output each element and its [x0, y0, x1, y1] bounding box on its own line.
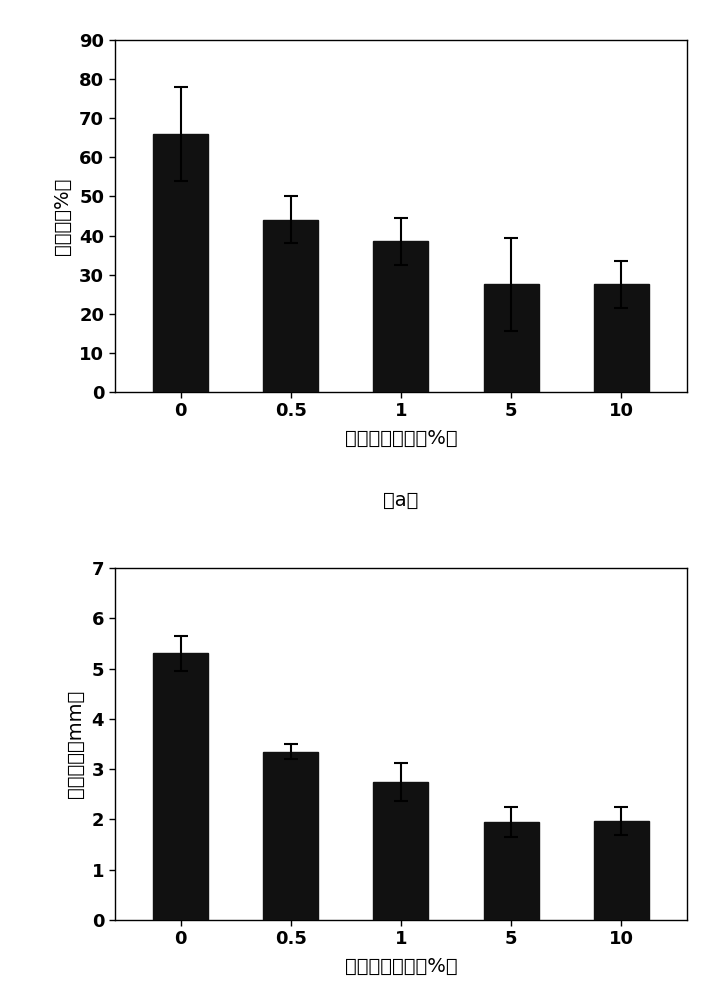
Bar	[263, 752, 319, 920]
Bar	[374, 241, 428, 392]
Bar	[483, 284, 538, 392]
Bar	[153, 134, 208, 392]
Bar	[594, 284, 649, 392]
Bar	[263, 220, 319, 392]
Bar	[374, 782, 428, 920]
Bar	[483, 822, 538, 920]
Y-axis label: 病斑直径（mm）: 病斑直径（mm）	[66, 690, 84, 798]
Y-axis label: 发病率（%）: 发病率（%）	[53, 177, 72, 255]
Text: （a）: （a）	[383, 491, 419, 510]
Bar	[594, 821, 649, 920]
Bar	[153, 653, 208, 920]
X-axis label: 酵母干粉浓度（%）: 酵母干粉浓度（%）	[344, 957, 458, 976]
X-axis label: 酵母干粉浓度（%）: 酵母干粉浓度（%）	[344, 429, 458, 448]
